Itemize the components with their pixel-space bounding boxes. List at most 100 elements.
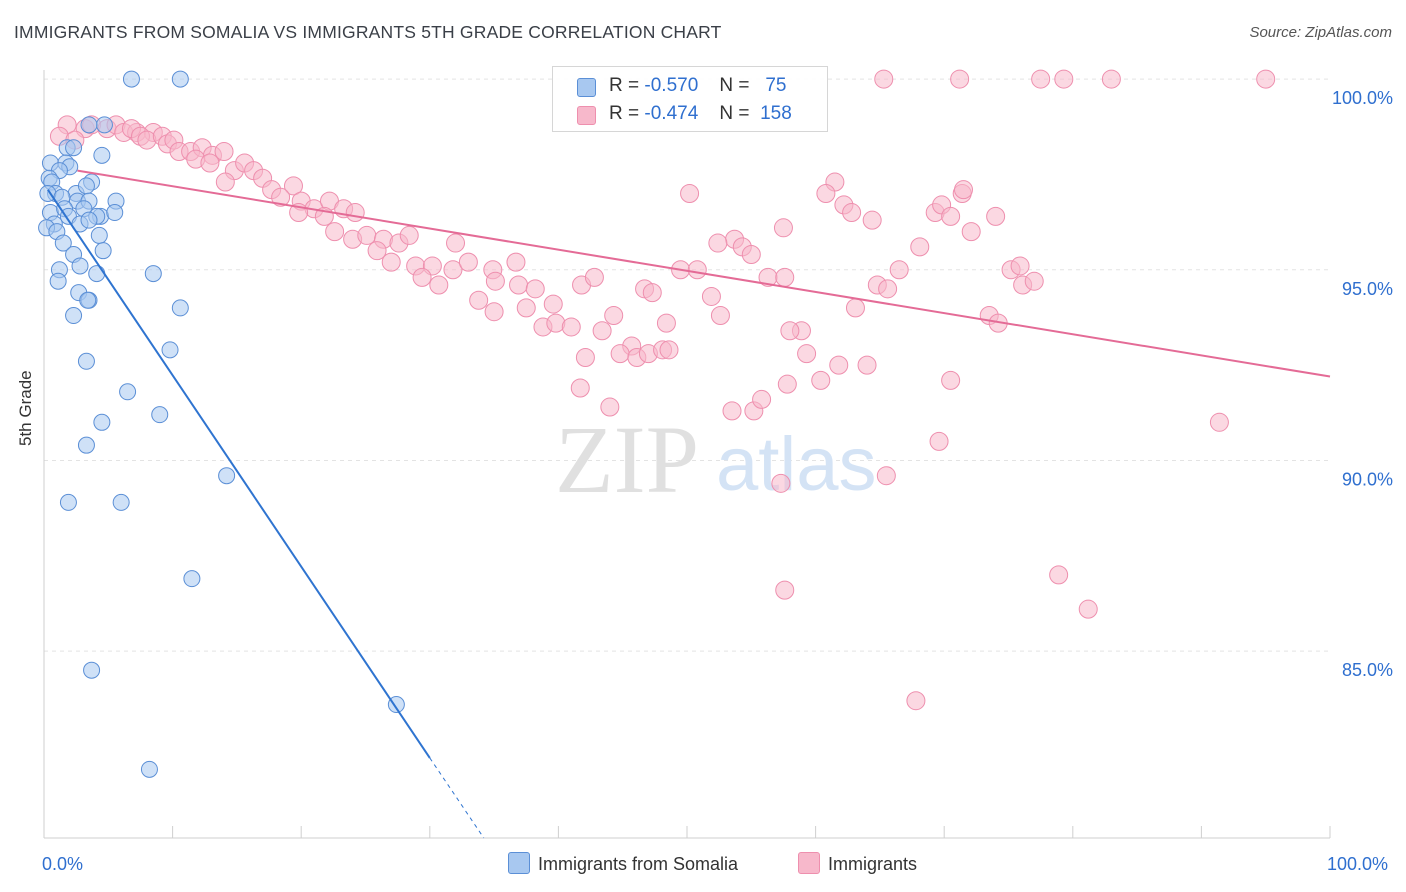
immigrants-point <box>701 286 721 306</box>
immigrants-point <box>687 260 707 280</box>
somalia-point <box>77 352 95 370</box>
somalia-point <box>171 70 189 88</box>
immigrants-point <box>1024 271 1044 291</box>
immigrants-point <box>771 473 791 493</box>
somalia-point <box>151 406 169 424</box>
immigrants-point <box>509 275 529 295</box>
legend-label-somalia: Immigrants from Somalia <box>538 854 739 874</box>
immigrants-point <box>1256 69 1276 89</box>
somalia-point <box>218 467 236 485</box>
stats-text-immigrants: R = -0.474 N = 158 <box>609 103 792 125</box>
immigrants-point <box>458 252 478 272</box>
somalia-point <box>71 257 89 275</box>
immigrants-point <box>708 233 728 253</box>
immigrants-point <box>1209 412 1229 432</box>
source-label: Source: ZipAtlas.com <box>1249 24 1392 41</box>
immigrants-point <box>857 355 877 375</box>
immigrants-point <box>584 267 604 287</box>
immigrants-point <box>710 306 730 326</box>
immigrants-point <box>797 344 817 364</box>
series-somalia <box>38 70 405 778</box>
immigrants-point <box>842 203 862 223</box>
watermark: ZIP atlas <box>555 406 877 513</box>
n-label: N = <box>719 103 750 124</box>
somalia-point <box>106 204 124 222</box>
immigrants-point <box>876 466 896 486</box>
immigrants-point <box>1054 69 1074 89</box>
r-value: -0.474 <box>644 103 699 124</box>
immigrants-point <box>412 267 432 287</box>
somalia-point <box>161 341 179 359</box>
r-label: R = <box>609 75 640 96</box>
legend-swatch-immigrants <box>798 852 820 874</box>
immigrants-point <box>429 275 449 295</box>
n-value: 75 <box>765 75 787 96</box>
immigrants-point <box>986 206 1006 226</box>
somalia-point <box>88 265 106 283</box>
immigrants-point <box>1031 69 1051 89</box>
immigrants-point <box>506 252 526 272</box>
immigrants-point <box>811 370 831 390</box>
legend-item-immigrants[interactable]: Immigrants <box>798 852 917 875</box>
stats-row-somalia: R = -0.570 N = 75 <box>553 73 827 101</box>
somalia-point <box>93 146 111 164</box>
immigrants-point <box>941 370 961 390</box>
somalia-point <box>90 226 108 244</box>
somalia-point <box>95 116 113 134</box>
y-axis-label-text: 5th Grade <box>16 370 35 446</box>
immigrants-point <box>878 279 898 299</box>
immigrants-point <box>357 225 377 245</box>
immigrants-point <box>283 176 303 196</box>
immigrants-point <box>829 355 849 375</box>
legend-item-somalia[interactable]: Immigrants from Somalia <box>508 852 738 875</box>
immigrants-point <box>741 245 761 264</box>
immigrants-point <box>680 183 700 203</box>
immigrants-point <box>604 306 624 326</box>
immigrants-point <box>575 347 595 367</box>
immigrants-point <box>722 401 742 421</box>
immigrants-point <box>525 279 545 299</box>
y-tick-label: 90.0% <box>1342 469 1393 489</box>
immigrants-point <box>816 183 836 203</box>
watermark-atlas: atlas <box>716 422 877 507</box>
immigrants-point <box>543 294 563 314</box>
r-value: -0.570 <box>644 75 699 96</box>
somalia-point <box>171 299 189 317</box>
y-tick-label: 95.0% <box>1342 279 1393 299</box>
somalia-point <box>65 139 83 157</box>
immigrants-point <box>570 378 590 398</box>
n-value: 158 <box>760 103 792 124</box>
y-tick-labels: 100.0% 95.0% 90.0% 85.0% <box>1332 88 1393 680</box>
n-label: N = <box>719 75 750 96</box>
immigrants-point <box>656 313 676 333</box>
immigrants-point <box>889 260 909 280</box>
series-immigrants <box>49 69 1276 711</box>
immigrants-point <box>200 153 220 173</box>
immigrants-point <box>399 225 419 245</box>
somalia-point <box>80 116 98 134</box>
immigrants-point <box>600 397 620 417</box>
stats-row-immigrants: R = -0.474 N = 158 <box>553 101 827 129</box>
immigrants-point <box>1049 565 1069 585</box>
immigrants-point <box>752 389 772 409</box>
somalia-point <box>122 70 140 88</box>
immigrants-point <box>485 271 505 291</box>
somalia-point <box>77 177 95 195</box>
somalia-point <box>140 760 158 778</box>
immigrants-point <box>950 69 970 89</box>
trend-line-somalia-extension <box>429 757 485 839</box>
immigrants-point <box>642 283 662 303</box>
immigrants-point <box>874 69 894 89</box>
immigrants-point <box>1101 69 1121 89</box>
immigrants-point <box>469 290 489 310</box>
r-label: R = <box>609 103 640 124</box>
immigrants-point <box>443 260 463 280</box>
immigrants-point <box>367 241 387 261</box>
immigrants-point <box>953 180 973 200</box>
chart-title: IMMIGRANTS FROM SOMALIA VS IMMIGRANTS 5T… <box>14 22 722 42</box>
x-tick-label-max: 100.0% <box>1327 854 1389 874</box>
x-tick-label-min: 0.0% <box>42 854 84 874</box>
somalia-point <box>112 493 130 511</box>
immigrants-point <box>516 298 536 318</box>
